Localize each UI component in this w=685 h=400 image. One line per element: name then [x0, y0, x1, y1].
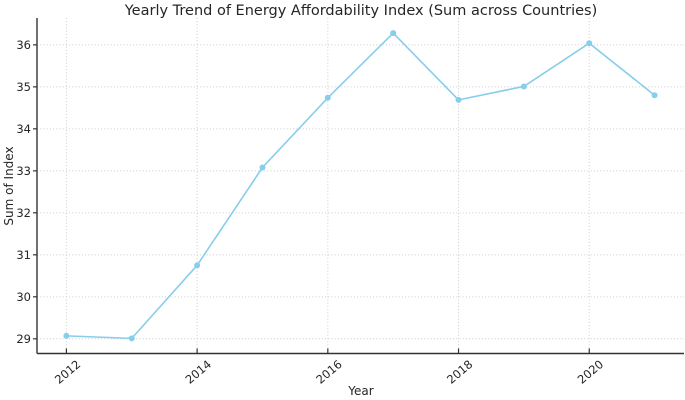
y-axis-label: Sum of Index: [2, 146, 16, 226]
data-point-2017: [390, 30, 397, 37]
x-tick-label: 2016: [313, 357, 344, 387]
x-axis-label: Year: [348, 384, 374, 398]
x-tick-label: 2012: [52, 357, 83, 387]
y-tick-label: 30: [16, 290, 31, 304]
y-tick-label: 34: [16, 122, 31, 136]
series-line: [65, 32, 656, 340]
y-tick-label: 31: [16, 248, 31, 262]
y-tick-label: 35: [16, 80, 31, 94]
data-point-2016: [324, 94, 331, 101]
x-tick-label: 2018: [444, 357, 475, 387]
data-point-2013: [128, 335, 135, 342]
chart-title: Yearly Trend of Energy Affordability Ind…: [124, 3, 598, 19]
data-point-2021: [651, 92, 658, 99]
data-point-2014: [194, 262, 201, 269]
x-tick-label: 2020: [575, 357, 606, 387]
data-point-2020: [586, 40, 593, 47]
y-tick-label: 29: [16, 332, 31, 346]
data-point-2012: [63, 332, 70, 339]
y-tick-label: 36: [16, 38, 31, 52]
data-point-2018: [455, 96, 462, 103]
data-point-2019: [520, 83, 527, 90]
x-tick-label: 2014: [183, 357, 214, 387]
y-tick-label: 33: [16, 164, 31, 178]
data-point-2015: [259, 164, 266, 171]
y-tick-label: 32: [16, 206, 31, 220]
